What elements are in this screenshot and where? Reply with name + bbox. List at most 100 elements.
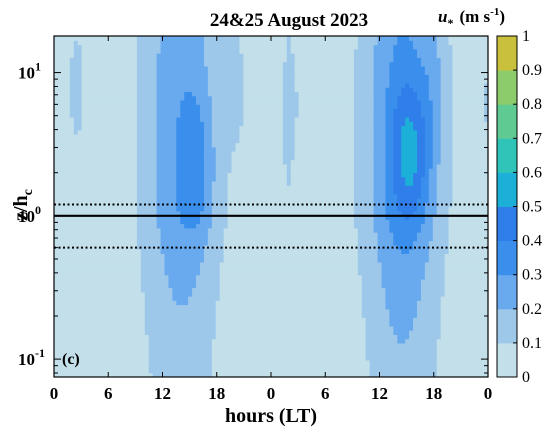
contour-cell bbox=[436, 172, 454, 178]
contour-cell bbox=[353, 53, 375, 58]
contour-cell bbox=[448, 215, 488, 220]
contour-cell bbox=[413, 176, 422, 182]
contour-cell bbox=[373, 176, 387, 182]
contour-cell bbox=[54, 121, 75, 127]
contour-cell bbox=[282, 78, 296, 84]
contour-cell bbox=[136, 57, 158, 63]
contour-cell bbox=[393, 53, 418, 58]
contour-cell bbox=[156, 112, 181, 118]
contour-cell bbox=[484, 82, 488, 88]
contour-cell bbox=[294, 138, 355, 144]
contour-cell bbox=[432, 138, 442, 144]
contour-cell bbox=[227, 219, 355, 225]
contour-cell bbox=[136, 185, 158, 191]
contour-cell bbox=[215, 151, 233, 156]
contour-cell bbox=[452, 180, 488, 186]
contour-cell bbox=[294, 87, 355, 93]
contour-cell bbox=[136, 210, 158, 216]
contour-cell bbox=[381, 278, 422, 284]
contour-cell bbox=[413, 240, 430, 246]
contour-cell bbox=[436, 40, 450, 46]
contour-cell bbox=[54, 87, 71, 93]
contour-cell bbox=[164, 270, 201, 276]
contour-cell bbox=[357, 232, 379, 237]
contour-cell bbox=[211, 180, 229, 186]
contour-cell bbox=[290, 163, 355, 169]
contour-cell bbox=[136, 65, 158, 71]
contour-cell bbox=[156, 223, 185, 229]
contour-cell bbox=[432, 134, 442, 139]
contour-cell bbox=[385, 172, 394, 178]
contour-cell bbox=[405, 338, 438, 344]
contour-cell bbox=[381, 266, 426, 272]
contour-cell bbox=[440, 304, 488, 310]
contour-cell bbox=[180, 210, 201, 216]
contour-cell bbox=[215, 317, 367, 323]
contour-cell bbox=[294, 82, 355, 88]
contour-cell bbox=[73, 129, 79, 135]
contour-cell bbox=[294, 142, 355, 148]
contour-cell bbox=[290, 48, 355, 54]
contour-cell bbox=[199, 116, 213, 122]
contour-cell bbox=[373, 82, 390, 88]
contour-cell bbox=[243, 82, 284, 88]
contour-cell bbox=[211, 372, 371, 377]
contour-cell bbox=[156, 91, 185, 97]
contour-cell bbox=[207, 65, 244, 71]
contour-cell bbox=[203, 197, 213, 203]
contour-cell bbox=[436, 44, 454, 50]
contour-cell bbox=[373, 142, 387, 148]
contour-cell bbox=[203, 253, 225, 259]
contour-cell bbox=[203, 146, 217, 152]
contour-cell bbox=[54, 74, 71, 80]
panel-label: (c) bbox=[62, 351, 80, 368]
contour-cell bbox=[180, 219, 201, 225]
contour-cell bbox=[413, 40, 438, 46]
contour-cell bbox=[136, 99, 158, 105]
contour-cell bbox=[176, 138, 205, 144]
contour-cell bbox=[211, 210, 229, 216]
contour-cell bbox=[385, 99, 398, 105]
contour-cell bbox=[156, 189, 177, 195]
contour-cell bbox=[393, 125, 402, 131]
contour-cell bbox=[282, 61, 296, 67]
contour-cell bbox=[416, 146, 426, 152]
contour-cell bbox=[428, 95, 442, 101]
contour-cell bbox=[389, 313, 418, 318]
contour-cell bbox=[156, 185, 177, 191]
contour-cell bbox=[377, 36, 398, 41]
contour-cell bbox=[54, 78, 71, 84]
contour-cell bbox=[424, 274, 446, 280]
contour-cell bbox=[432, 155, 442, 161]
contour-cell bbox=[416, 232, 434, 237]
contour-cell bbox=[211, 359, 371, 365]
contour-cell bbox=[353, 82, 375, 88]
contour-cell bbox=[353, 91, 375, 97]
contour-cell bbox=[401, 172, 414, 178]
colorbar-unit: (m s bbox=[459, 7, 490, 26]
contour-cell bbox=[397, 338, 406, 344]
contour-cell bbox=[298, 112, 355, 118]
contour-cell bbox=[243, 99, 284, 105]
contour-cell bbox=[373, 168, 387, 173]
contour-cell bbox=[156, 215, 181, 220]
contour-cell bbox=[452, 125, 488, 131]
contour-cell bbox=[393, 240, 414, 246]
contour-cell bbox=[432, 236, 450, 242]
contour-cell bbox=[365, 342, 438, 348]
contour-cell bbox=[54, 287, 142, 293]
contour-cell bbox=[385, 300, 418, 306]
contour-cell bbox=[361, 274, 383, 280]
contour-cell bbox=[373, 65, 390, 71]
contour-cell bbox=[243, 78, 284, 84]
contour-cell bbox=[219, 261, 359, 267]
contour-cell bbox=[373, 91, 387, 97]
contour-cell bbox=[215, 304, 363, 310]
reference-lines bbox=[54, 203, 488, 249]
contour-cell bbox=[424, 138, 434, 144]
contour-cell bbox=[136, 70, 158, 75]
contour-cell bbox=[405, 116, 410, 122]
contour-cell bbox=[156, 74, 209, 80]
contour-cell bbox=[282, 95, 300, 101]
contour-cell bbox=[452, 121, 488, 127]
